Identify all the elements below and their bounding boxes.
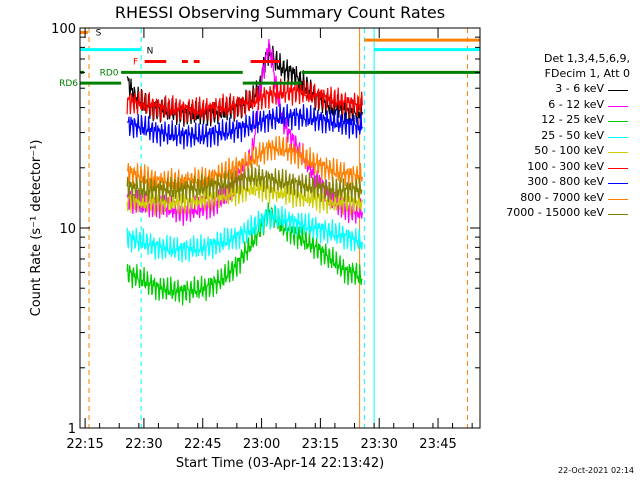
legend-entry-2: 12 - 25 keV bbox=[541, 113, 604, 126]
x-tick-label: 22:30 bbox=[125, 437, 162, 452]
x-tick-label: 23:30 bbox=[360, 437, 397, 452]
flag-label-1: N bbox=[147, 47, 154, 57]
flag-label-3: RD0 bbox=[100, 68, 119, 78]
legend-swatch-8 bbox=[608, 214, 628, 215]
flag-label-0: S bbox=[96, 28, 102, 38]
series-line-6 bbox=[126, 103, 363, 150]
legend-swatch-3 bbox=[608, 136, 628, 138]
legend-header-detectors: Det 1,3,4,5,6,9, bbox=[543, 52, 630, 65]
legend-entry-4: 50 - 100 keV bbox=[534, 144, 604, 157]
x-axis: 22:15 22:30 22:45 23:00 23:15 23:30 23:45 bbox=[66, 28, 473, 452]
series-line-5 bbox=[126, 78, 363, 124]
x-axis-label: Start Time (03-Apr-14 22:13:42) bbox=[176, 456, 384, 471]
legend-swatch-1 bbox=[608, 105, 628, 107]
flag-bars: S NF RD0 RD6 bbox=[59, 28, 480, 89]
legend-swatch-4 bbox=[608, 152, 628, 153]
y-tick-label: 10 bbox=[59, 222, 76, 237]
x-tick-label: 23:45 bbox=[419, 437, 456, 452]
y-tick-label: 100 bbox=[51, 22, 76, 37]
legend-entry-7: 800 - 7000 keV bbox=[520, 190, 604, 204]
legend-entry-1: 6 - 12 keV bbox=[548, 97, 604, 111]
flag-label-4: RD6 bbox=[59, 79, 78, 89]
date-stamp: 22-Oct-2021 02:14 bbox=[558, 466, 634, 475]
legend-header-fdecim: FDecim 1, Att 0 bbox=[544, 67, 630, 80]
legend-swatch-7 bbox=[608, 198, 628, 200]
series-line-2 bbox=[126, 202, 363, 306]
series-lines bbox=[126, 38, 363, 306]
series-line-8 bbox=[126, 163, 363, 204]
y-axis-label: Count Rate (s⁻¹ detector⁻¹) bbox=[29, 140, 44, 317]
x-tick-label: 22:45 bbox=[184, 437, 221, 452]
legend-swatch-2 bbox=[608, 121, 628, 122]
legend-entry-5: 100 - 300 keV bbox=[527, 159, 604, 173]
legend-entry-0: 3 - 6 keV bbox=[555, 82, 604, 95]
legend-swatch-0 bbox=[608, 90, 628, 91]
legend-entry-8: 7000 - 15000 keV bbox=[506, 206, 604, 219]
chart-title: RHESSI Observing Summary Count Rates bbox=[115, 3, 445, 22]
x-tick-label: 22:15 bbox=[66, 437, 103, 452]
flag-label-2: F bbox=[133, 57, 138, 67]
y-tick-label: 1 bbox=[68, 422, 76, 437]
legend-entry-3: 25 - 50 keV bbox=[541, 128, 604, 142]
series-line-3 bbox=[126, 204, 363, 263]
x-tick-label: 23:15 bbox=[302, 437, 339, 452]
legend-swatch-6 bbox=[608, 183, 628, 184]
x-tick-label: 23:00 bbox=[243, 437, 280, 452]
legend-entry-6: 300 - 800 keV bbox=[527, 175, 604, 188]
y-axis: 1 10 100 bbox=[51, 22, 480, 437]
legend-swatch-5 bbox=[608, 167, 628, 169]
